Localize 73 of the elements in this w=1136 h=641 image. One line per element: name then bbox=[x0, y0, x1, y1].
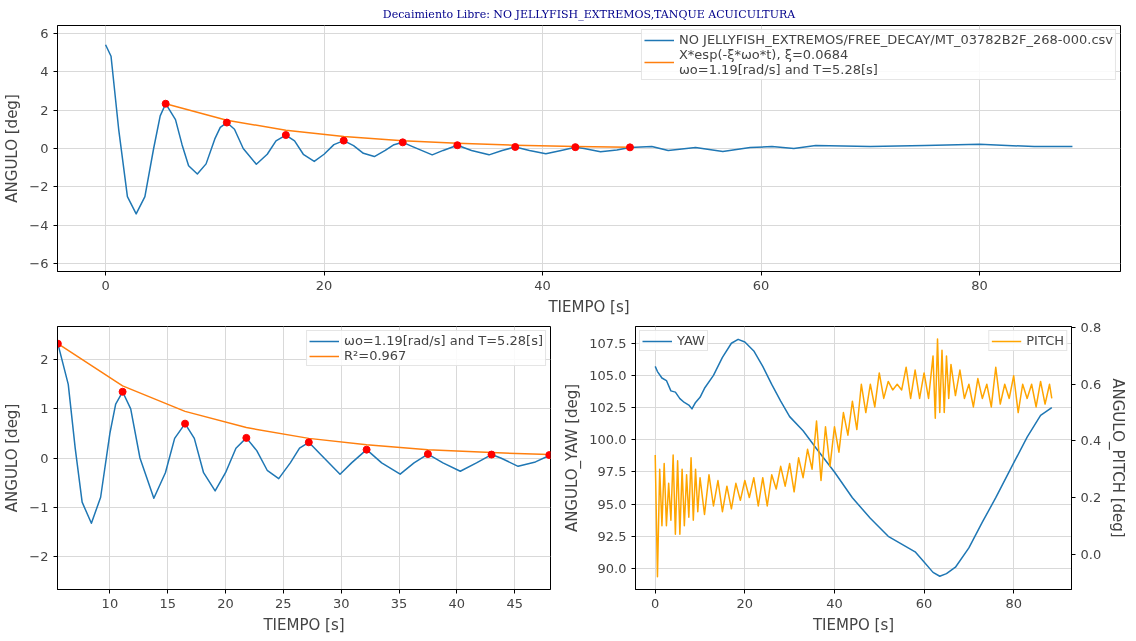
point bbox=[625, 143, 634, 152]
legend-label: X*esp(-ξ*ωo*t), ξ=0.0684 ωo=1.19[rad/s] and T=5.28[s] bbox=[678, 47, 878, 77]
legend-label: PITCH bbox=[1026, 333, 1064, 348]
y-tick-label: 6 bbox=[40, 25, 49, 41]
x-tick-label: 80 bbox=[971, 277, 988, 293]
y-tick-label: 4 bbox=[40, 64, 49, 80]
x-axis-title: TIEMPO [s] bbox=[262, 615, 345, 634]
x-tick-label: 0 bbox=[651, 595, 660, 611]
y-tick-label: 107.5 bbox=[589, 335, 627, 351]
chart-title: Decaimiento Libre: NO JELLYFISH_EXTREMOS,TANQUE ACUICULTURA bbox=[382, 7, 797, 21]
y2-tick-label: 0.2 bbox=[1080, 489, 1102, 505]
x-tick-label: 40 bbox=[826, 595, 843, 611]
y-tick-label: 95.0 bbox=[597, 496, 627, 512]
x-tick-label: 80 bbox=[1005, 595, 1022, 611]
x-tick-label: 20 bbox=[315, 277, 333, 293]
x-tick-label: 10 bbox=[101, 595, 119, 611]
legend-label: NO JELLYFISH_EXTREMOS/FREE_DECAY/MT_03782B2F_268-000.csv bbox=[678, 32, 1113, 47]
y-tick-label: −6 bbox=[29, 256, 49, 272]
x-tick-label: 40 bbox=[534, 277, 551, 293]
y-axis-title: ANGULO [deg] bbox=[3, 403, 22, 513]
y-tick-label: 90.0 bbox=[597, 561, 627, 577]
point bbox=[222, 118, 231, 127]
point bbox=[181, 419, 190, 428]
point bbox=[571, 143, 580, 152]
x-tick-label: 40 bbox=[448, 595, 466, 611]
y2-tick-label: 0.8 bbox=[1080, 320, 1102, 336]
x-axis-title: TIEMPO [s] bbox=[547, 297, 630, 316]
x-tick-label: 60 bbox=[915, 595, 933, 611]
point bbox=[118, 387, 127, 396]
y-tick-label: −1 bbox=[29, 499, 49, 515]
y2-tick-label: 0.6 bbox=[1080, 376, 1102, 392]
y-tick-label: 102.5 bbox=[589, 400, 627, 416]
x-tick-label: 35 bbox=[390, 595, 408, 611]
y-tick-label: −4 bbox=[29, 217, 49, 233]
point bbox=[242, 433, 251, 442]
y-tick-label: −2 bbox=[29, 548, 49, 564]
y-tick-label: 0 bbox=[40, 450, 49, 466]
y-tick-label: 0 bbox=[40, 141, 49, 156]
x-tick-label: 0 bbox=[101, 277, 110, 293]
y-tick-label: 100.0 bbox=[589, 432, 627, 448]
y-tick-label: −2 bbox=[29, 179, 49, 195]
x-tick-label: 30 bbox=[332, 595, 350, 611]
point bbox=[423, 450, 432, 459]
legend-label: R²=0.967 bbox=[344, 348, 407, 363]
x-tick-label: 20 bbox=[736, 595, 754, 611]
legend-label: ωo=1.19[rad/s] and T=5.28[s] bbox=[344, 333, 543, 348]
y2-tick-label: 0.4 bbox=[1080, 433, 1102, 449]
x-axis-title: TIEMPO [s] bbox=[811, 615, 895, 634]
y2-tick-label: 0.0 bbox=[1080, 546, 1102, 562]
x-tick-label: 15 bbox=[159, 595, 176, 611]
point bbox=[281, 131, 290, 140]
y2-axis-title: ANGULO_PITCH [deg] bbox=[1108, 378, 1128, 538]
y-tick-label: 97.5 bbox=[597, 464, 627, 480]
x-tick-label: 20 bbox=[217, 595, 234, 611]
x-tick-label: 45 bbox=[506, 595, 523, 611]
x-tick-label: 25 bbox=[275, 595, 292, 611]
y-axis-title: ANGULO_YAW [deg] bbox=[563, 383, 583, 533]
y-tick-label: 105.0 bbox=[589, 367, 627, 383]
point bbox=[362, 445, 371, 454]
y-axis-title: ANGULO [deg] bbox=[3, 94, 22, 203]
y-tick-label: 2 bbox=[40, 352, 49, 368]
point bbox=[511, 142, 520, 151]
point bbox=[487, 450, 496, 459]
point bbox=[161, 99, 170, 108]
legend-label: YAW bbox=[677, 333, 705, 348]
y-tick-label: 92.5 bbox=[597, 528, 627, 544]
point bbox=[304, 438, 313, 447]
y-tick-label: 2 bbox=[40, 102, 49, 118]
point bbox=[398, 138, 407, 147]
x-tick-label: 60 bbox=[752, 277, 770, 293]
y-tick-label: 1 bbox=[40, 401, 49, 417]
point bbox=[453, 141, 462, 150]
point bbox=[339, 136, 348, 145]
